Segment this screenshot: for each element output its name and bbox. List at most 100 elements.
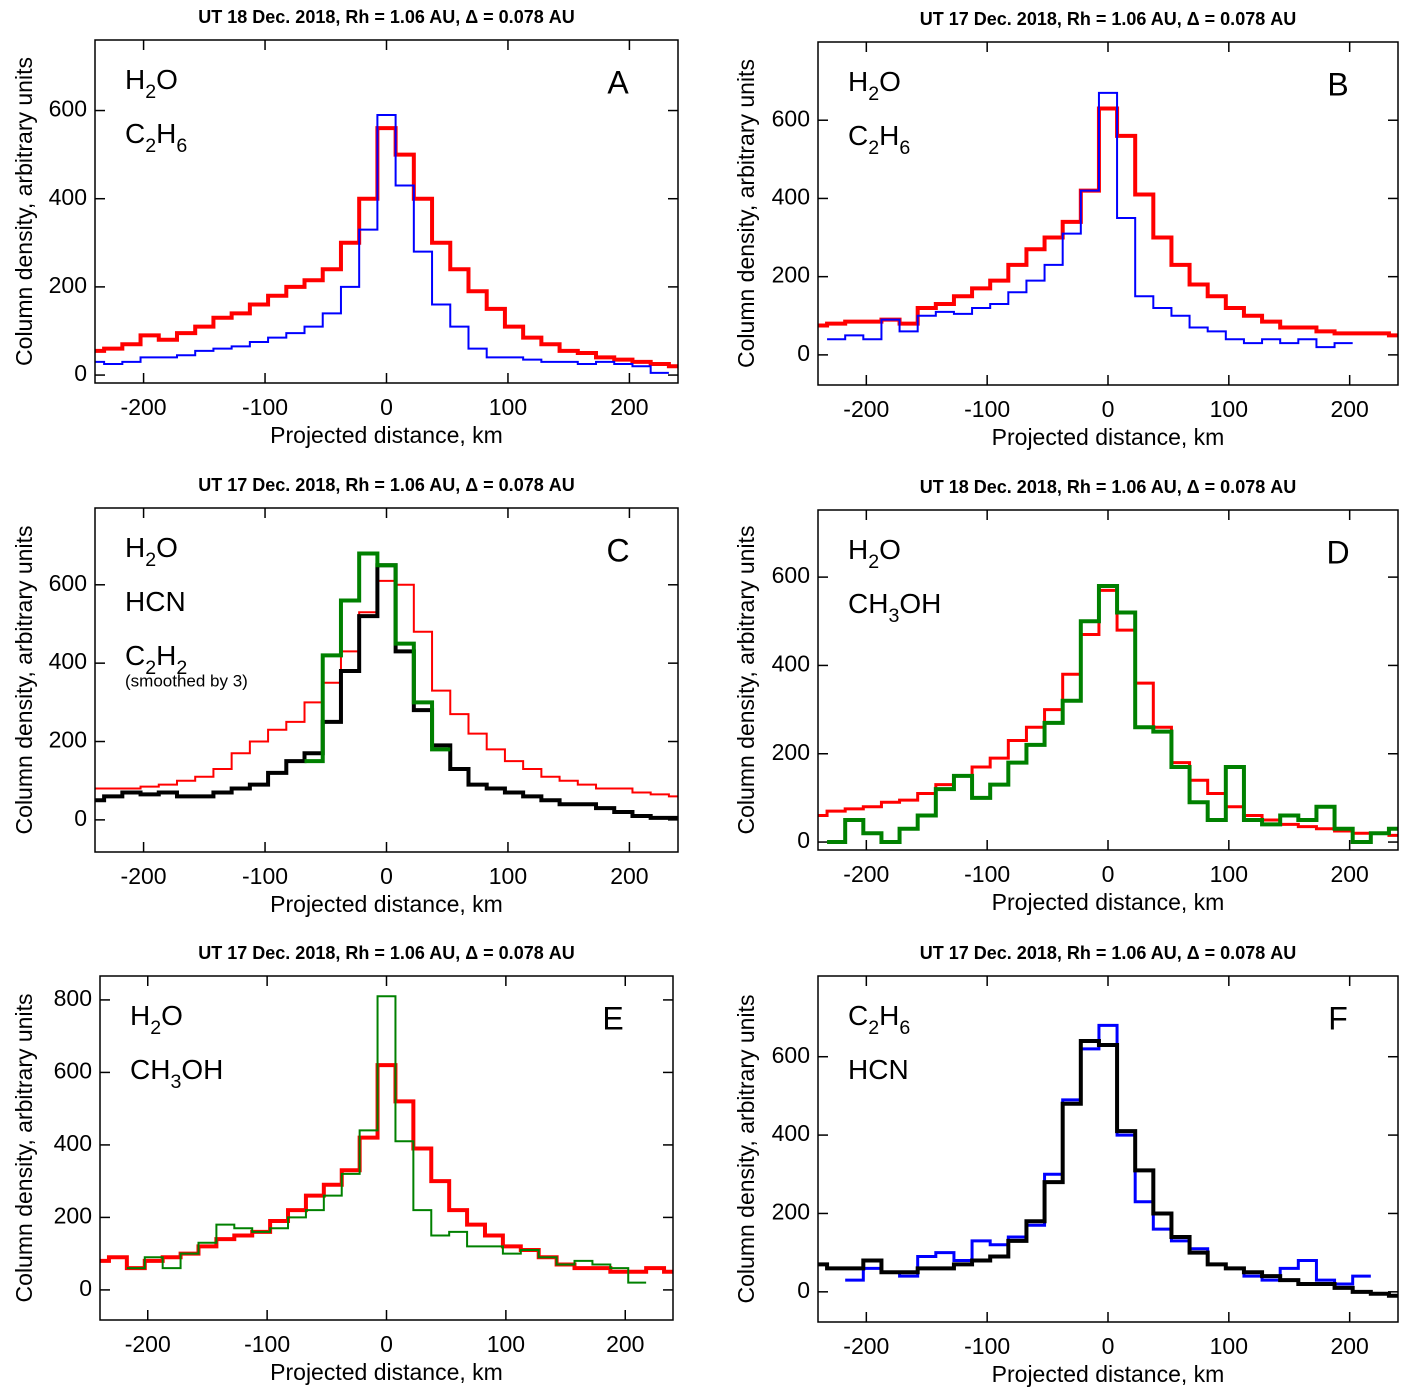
panel-label: C	[606, 532, 629, 568]
y-tick-label: 400	[49, 184, 87, 210]
legend-entry: C2H2	[125, 640, 187, 679]
y-tick-label: 200	[772, 1199, 810, 1225]
panel-label: D	[1326, 534, 1349, 570]
legend-entry: H2O	[130, 1000, 183, 1039]
panel-title: UT 17 Dec. 2018, Rh = 1.06 AU, Δ = 0.078…	[920, 943, 1296, 963]
y-tick-label: 0	[797, 827, 810, 853]
y-axis-label: Column density, arbitrary units	[11, 994, 37, 1303]
legend-entry: C2H6	[848, 1000, 910, 1039]
x-tick-label: -200	[843, 1333, 889, 1359]
panel-label: A	[607, 64, 629, 100]
y-tick-label: 0	[797, 340, 810, 366]
x-tick-label: -100	[242, 394, 288, 420]
x-tick-label: 200	[1330, 396, 1368, 422]
x-tick-label: -200	[121, 863, 167, 889]
plot-frame	[94, 507, 679, 853]
legend-entry: H2O	[848, 534, 901, 573]
legend-entry: H2O	[125, 532, 178, 571]
series-line	[95, 113, 669, 374]
x-tick-label: 100	[489, 863, 527, 889]
y-tick-label: 0	[74, 805, 87, 831]
legend-entry: C2H6	[848, 120, 910, 159]
panel-title: UT 17 Dec. 2018, Rh = 1.06 AU, Δ = 0.078…	[920, 9, 1296, 29]
y-axis-label: Column density, arbitrary units	[733, 59, 759, 368]
legend-entry: C2H6	[125, 118, 187, 157]
y-tick-label: 200	[54, 1202, 92, 1228]
legend-entry: CH3OH	[130, 1054, 223, 1093]
y-axis-label: Column density, arbitrary units	[11, 526, 37, 835]
series-line	[827, 91, 1353, 349]
x-tick-label: -100	[244, 1331, 290, 1357]
y-tick-label: 600	[772, 1042, 810, 1068]
plot-frame	[94, 39, 679, 384]
panel-label: E	[602, 1000, 623, 1036]
legend-entry: HCN	[125, 586, 186, 617]
x-axis-label: Projected distance, km	[270, 1359, 503, 1385]
y-tick-label: 600	[772, 105, 810, 131]
x-tick-label: -100	[964, 396, 1010, 422]
series-line	[304, 551, 451, 764]
y-tick-label: 200	[772, 739, 810, 765]
plot-frame	[817, 975, 1399, 1323]
x-tick-label: -200	[125, 1331, 171, 1357]
x-tick-label: 0	[1102, 396, 1115, 422]
panel-title: UT 17 Dec. 2018, Rh = 1.06 AU, Δ = 0.078…	[198, 943, 574, 963]
x-axis-label: Projected distance, km	[270, 422, 503, 448]
y-tick-label: 400	[772, 1120, 810, 1146]
x-tick-label: 100	[1210, 1333, 1248, 1359]
series-line	[827, 583, 1398, 845]
y-axis-label: Column density, arbitrary units	[11, 57, 37, 366]
plot-frame	[817, 41, 1399, 386]
x-tick-label: 0	[1102, 861, 1115, 887]
y-tick-label: 400	[772, 651, 810, 677]
x-tick-label: 200	[1330, 1333, 1368, 1359]
legend-entry: CH3OH	[848, 588, 941, 627]
series-line	[818, 1039, 1398, 1298]
y-tick-label: 800	[54, 985, 92, 1011]
x-axis-label: Projected distance, km	[992, 889, 1225, 915]
x-tick-label: -200	[843, 861, 889, 887]
y-tick-label: 600	[54, 1057, 92, 1083]
x-tick-label: -100	[964, 1333, 1010, 1359]
x-tick-label: -200	[843, 396, 889, 422]
x-axis-label: Projected distance, km	[992, 424, 1225, 450]
x-tick-label: 100	[487, 1331, 525, 1357]
panel: UT 17 Dec. 2018, Rh = 1.06 AU, Δ = 0.078…	[733, 943, 1399, 1387]
x-tick-label: 200	[610, 863, 648, 889]
panel-label: F	[1328, 1000, 1348, 1036]
legend-entry: H2O	[848, 66, 901, 105]
y-tick-label: 200	[772, 262, 810, 288]
x-tick-label: 0	[380, 1331, 393, 1357]
x-axis-label: Projected distance, km	[270, 891, 503, 917]
legend-entry: H2O	[125, 64, 178, 103]
y-tick-label: 200	[49, 272, 87, 298]
y-tick-label: 600	[49, 96, 87, 122]
y-tick-label: 600	[49, 570, 87, 596]
x-tick-label: 0	[380, 394, 393, 420]
panel: UT 18 Dec. 2018, Rh = 1.06 AU, Δ = 0.078…	[733, 477, 1399, 915]
plot-frame	[817, 509, 1399, 851]
y-axis-label: Column density, arbitrary units	[733, 995, 759, 1304]
panel: UT 17 Dec. 2018, Rh = 1.06 AU, Δ = 0.078…	[11, 475, 679, 917]
x-tick-label: 200	[610, 394, 648, 420]
x-tick-label: -100	[964, 861, 1010, 887]
series-line	[100, 1063, 673, 1274]
legend-note: (smoothed by 3)	[125, 671, 248, 690]
y-tick-label: 0	[79, 1275, 92, 1301]
x-tick-label: -100	[242, 863, 288, 889]
y-tick-label: 0	[74, 360, 87, 386]
y-tick-label: 400	[54, 1130, 92, 1156]
y-tick-label: 400	[49, 648, 87, 674]
y-tick-label: 600	[772, 562, 810, 588]
x-tick-label: 100	[1210, 396, 1248, 422]
legend-entry: HCN	[848, 1054, 909, 1085]
panel: UT 18 Dec. 2018, Rh = 1.06 AU, Δ = 0.078…	[11, 7, 679, 448]
panel: UT 17 Dec. 2018, Rh = 1.06 AU, Δ = 0.078…	[11, 943, 674, 1385]
panel-label: B	[1327, 66, 1348, 102]
plot-frame	[99, 975, 674, 1321]
panel-title: UT 17 Dec. 2018, Rh = 1.06 AU, Δ = 0.078…	[198, 475, 574, 495]
y-tick-label: 200	[49, 727, 87, 753]
y-tick-label: 400	[772, 184, 810, 210]
series-line	[845, 1023, 1371, 1286]
